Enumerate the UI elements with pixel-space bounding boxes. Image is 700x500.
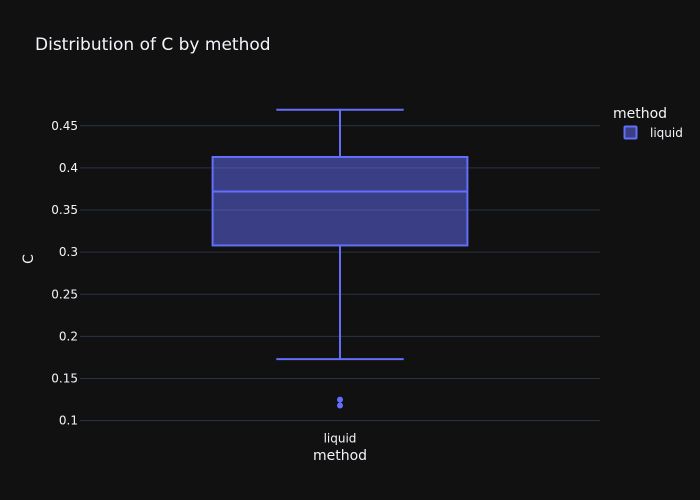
y-tick-label: 0.3 — [59, 245, 78, 259]
legend-title: method — [613, 106, 667, 122]
y-axis-title: C — [21, 254, 37, 264]
outlier-point — [337, 396, 343, 403]
chart-title: Distribution of C by method — [35, 35, 271, 55]
y-tick-label: 0.45 — [51, 119, 78, 133]
legend-swatch — [623, 125, 638, 140]
y-tick-label: 0.25 — [51, 287, 78, 301]
y-axis-ticks: 0.1 0.15 0.2 0.25 0.3 0.35 0.4 0.45 — [51, 119, 78, 428]
x-axis-ticks: liquid — [324, 432, 357, 446]
y-tick-label: 0.2 — [59, 329, 78, 343]
y-tick-label: 0.35 — [51, 203, 78, 217]
iqr-box — [211, 155, 469, 247]
y-tick-label: 0.4 — [59, 161, 78, 175]
legend-item-liquid[interactable]: liquid — [623, 125, 683, 140]
x-axis-title: method — [313, 448, 367, 464]
outlier-point — [337, 402, 343, 409]
legend: method liquid — [613, 106, 683, 140]
x-tick-label: liquid — [324, 432, 357, 446]
y-tick-label: 0.1 — [59, 414, 78, 428]
legend-label: liquid — [650, 126, 683, 140]
box-plot[interactable] — [211, 108, 469, 409]
y-tick-label: 0.15 — [51, 372, 78, 386]
